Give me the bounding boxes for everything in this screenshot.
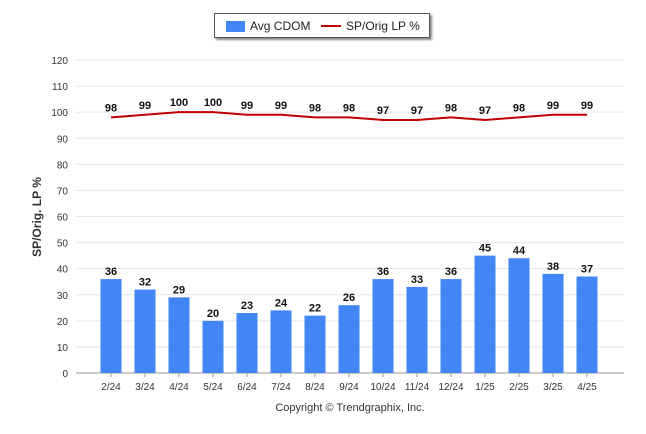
bar-value-label: 24 <box>275 297 288 309</box>
bar <box>474 255 496 373</box>
bar-value-label: 38 <box>547 261 559 273</box>
legend-item-line[interactable]: SP/Orig LP % <box>321 19 420 33</box>
line-series <box>110 111 587 121</box>
line-value-label: 99 <box>547 100 559 112</box>
legend-bar-swatch <box>226 20 245 32</box>
bar-value-label: 36 <box>377 266 389 278</box>
x-tick-label: 8/24 <box>305 382 325 393</box>
legend: Avg CDOM SP/Orig LP % <box>214 13 430 38</box>
y-tick-label: 70 <box>57 186 69 197</box>
y-tick-label: 30 <box>57 291 69 302</box>
y-tick-label: 0 <box>62 369 68 380</box>
bar-value-label: 44 <box>513 245 526 257</box>
bar-value-label: 37 <box>581 263 593 275</box>
line-value-label: 98 <box>105 102 117 114</box>
line-value-label: 100 <box>204 97 222 109</box>
bar-value-label: 36 <box>445 266 457 278</box>
line-value-label: 99 <box>139 100 151 112</box>
line-value-label: 100 <box>170 97 188 109</box>
legend-line-swatch <box>321 25 341 27</box>
bar <box>338 305 360 373</box>
bar <box>100 279 122 373</box>
x-tick-label: 2/24 <box>101 382 121 393</box>
line-value-label: 97 <box>479 105 491 117</box>
copyright-text: Copyright © Trendgraphix, Inc. <box>275 402 425 414</box>
bar <box>542 273 564 373</box>
bar <box>134 289 156 373</box>
y-tick-label: 110 <box>52 82 68 93</box>
line-value-label: 98 <box>445 102 457 114</box>
y-tick-label: 20 <box>57 317 69 328</box>
x-tick-label: 5/24 <box>203 382 223 393</box>
x-tick-label: 9/24 <box>339 382 359 393</box>
y-tick-labels: 0 10 20 30 40 50 60 70 80 90 100 110 120 <box>51 56 68 380</box>
y-tick-label: 80 <box>57 160 69 171</box>
y-tick-label: 120 <box>51 56 68 67</box>
bar <box>440 279 462 373</box>
bar-data-labels: 36 32 29 20 23 24 22 26 36 33 36 45 44 38 37 <box>105 243 593 320</box>
bar-value-label: 23 <box>241 300 253 312</box>
bar-series <box>100 255 598 373</box>
bar <box>202 320 224 373</box>
line-data-labels: 98 99 100 100 99 99 98 98 97 97 98 97 98 99 99 <box>105 97 593 117</box>
x-tick-label: 3/24 <box>135 382 155 393</box>
bar-value-label: 32 <box>139 277 151 289</box>
line-value-label: 97 <box>411 105 423 117</box>
line-value-label: 97 <box>377 105 389 117</box>
bar-value-label: 20 <box>207 308 219 320</box>
legend-line-label: SP/Orig LP % <box>346 19 420 33</box>
bar <box>508 258 530 373</box>
legend-item-bar[interactable]: Avg CDOM <box>226 19 310 33</box>
x-tick-label: 3/25 <box>543 382 563 393</box>
bar <box>270 310 292 373</box>
bar <box>168 297 190 373</box>
bar-value-label: 33 <box>411 274 423 286</box>
bar-value-label: 22 <box>309 303 321 315</box>
line-value-label: 98 <box>309 102 321 114</box>
x-tick-label: 11/24 <box>405 382 430 393</box>
bar-value-label: 36 <box>105 266 117 278</box>
y-tick-label: 90 <box>57 134 69 145</box>
bar-value-label: 45 <box>479 243 491 255</box>
line-value-label: 99 <box>581 100 593 112</box>
y-axis-label: SP/Orig. LP % <box>30 177 44 257</box>
y-tick-label: 40 <box>57 265 69 276</box>
y-tick-label: 50 <box>57 239 69 250</box>
x-tick-label: 10/24 <box>370 382 395 393</box>
x-tick-label: 7/24 <box>271 382 291 393</box>
x-tick-labels: 2/24 3/24 4/24 5/24 6/24 7/24 8/24 9/24 10/24 11/… <box>101 373 597 393</box>
x-tick-label: 2/25 <box>509 382 529 393</box>
bar <box>406 286 428 373</box>
line-value-label: 99 <box>241 100 253 112</box>
y-tick-label: 100 <box>51 108 68 119</box>
line-value-label: 98 <box>513 102 525 114</box>
line-value-label: 98 <box>343 102 355 114</box>
x-tick-label: 6/24 <box>237 382 257 393</box>
y-tick-label: 10 <box>57 343 69 354</box>
y-tick-label: 60 <box>57 213 69 224</box>
legend-bar-label: Avg CDOM <box>250 19 311 33</box>
bar <box>372 279 394 373</box>
x-tick-label: 4/25 <box>577 382 597 393</box>
line-value-label: 99 <box>275 100 287 112</box>
line-path <box>110 111 587 121</box>
bar <box>236 313 258 373</box>
bar-value-label: 26 <box>343 292 355 304</box>
bar <box>304 315 326 373</box>
bar-value-label: 29 <box>173 284 185 296</box>
x-tick-label: 4/24 <box>169 382 189 393</box>
bar <box>576 276 598 373</box>
x-tick-label: 1/25 <box>475 382 495 393</box>
x-tick-label: 12/24 <box>438 382 463 393</box>
